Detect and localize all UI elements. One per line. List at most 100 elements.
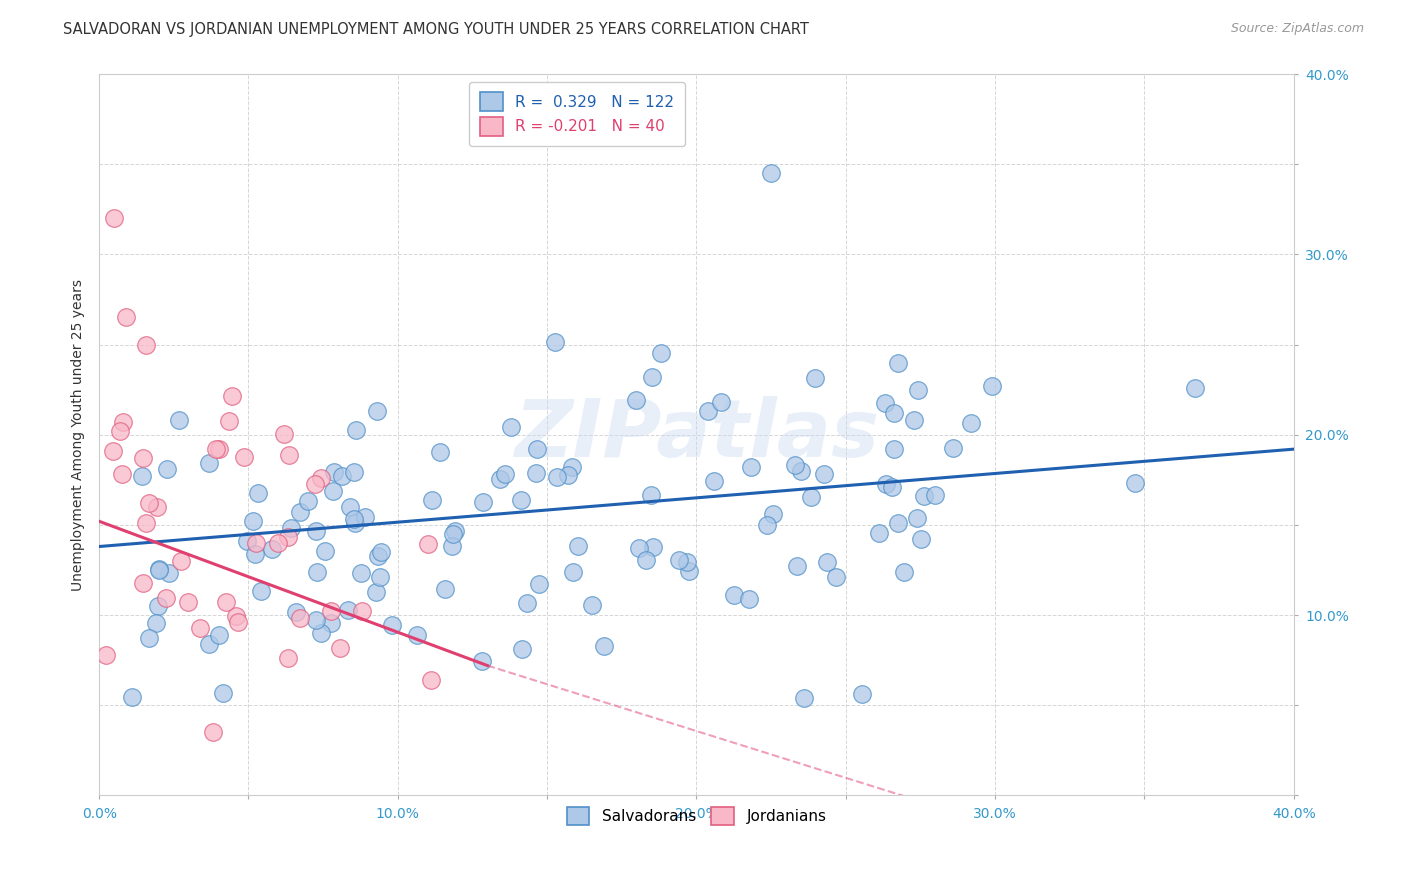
Point [910,532,932,546]
Point [343,512,366,526]
Point [343,516,366,530]
Point [138,496,160,510]
Point [793,691,815,706]
Point [343,465,366,479]
Point [367,549,389,563]
Point [875,396,897,410]
Point [738,591,761,606]
Point [420,673,443,687]
Text: Source: ZipAtlas.com: Source: ZipAtlas.com [1230,22,1364,36]
Point [218,414,240,428]
Point [305,614,328,628]
Point [912,489,935,503]
Point [676,555,699,569]
Point [581,599,603,613]
Point [501,420,523,434]
Point [627,541,650,555]
Point [472,495,495,509]
Point [319,616,342,631]
Point [813,467,835,482]
Point [304,477,326,491]
Point [245,547,267,561]
Point [111,467,134,481]
Point [354,510,377,524]
Point [444,524,467,538]
Y-axis label: Unemployment Among Youth under 25 years: Unemployment Among Youth under 25 years [72,278,86,591]
Point [668,553,690,567]
Point [135,516,157,530]
Point [368,570,391,584]
Point [905,511,928,525]
Point [309,471,332,485]
Point [510,642,533,657]
Point [875,476,897,491]
Point [132,451,155,466]
Point [624,392,647,407]
Point [305,566,328,580]
Point [236,534,259,549]
Point [108,424,131,438]
Point [364,584,387,599]
Point [277,651,299,665]
Point [783,458,806,473]
Point [759,166,782,180]
Point [146,500,169,514]
Point [288,506,311,520]
Point [960,416,983,430]
Point [678,565,700,579]
Point [800,490,823,504]
Point [309,626,332,640]
Point [280,521,302,535]
Point [561,459,583,474]
Point [246,486,269,500]
Point [703,474,725,488]
Point [526,467,548,481]
Point [330,469,353,483]
Point [115,310,138,325]
Point [322,466,344,480]
Point [981,379,1004,393]
Point [942,441,965,455]
Point [593,639,616,653]
Point [868,526,890,541]
Point [562,565,585,579]
Point [157,566,180,581]
Point [825,570,848,584]
Point [786,559,808,574]
Point [710,395,733,409]
Point [201,725,224,739]
Point [262,541,284,556]
Point [103,444,125,458]
Point [641,540,664,554]
Point [546,470,568,484]
Point [314,544,336,558]
Point [131,469,153,483]
Point [416,537,439,551]
Point [634,553,657,567]
Point [882,480,904,494]
Point [755,518,778,533]
Point [434,582,457,597]
Point [509,492,531,507]
Point [803,371,825,385]
Point [297,494,319,508]
Point [370,545,392,559]
Point [903,413,925,427]
Point [557,467,579,482]
Point [208,442,231,456]
Point [225,609,247,624]
Point [226,615,249,630]
Point [288,611,311,625]
Point [350,604,373,618]
Point [277,449,299,463]
Point [103,211,125,226]
Point [339,500,361,514]
Point [790,464,813,478]
Point [242,514,264,528]
Point [567,539,589,553]
Point [170,553,193,567]
Point [305,524,328,539]
Point [245,536,267,550]
Point [148,562,170,576]
Point [138,632,160,646]
